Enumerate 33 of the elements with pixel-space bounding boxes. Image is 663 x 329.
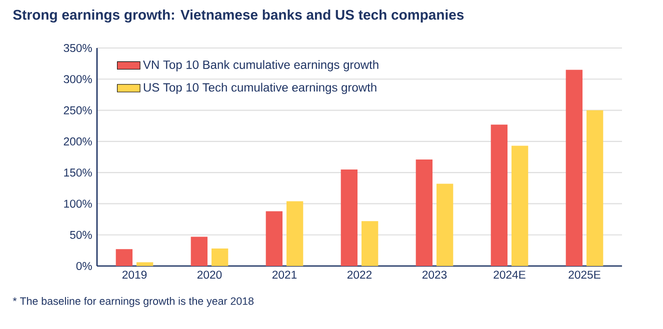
- legend-label: VN Top 10 Bank cumulative earnings growth: [143, 60, 378, 72]
- bar: [490, 124, 508, 266]
- legend-label: US Top 10 Tech cumulative earnings growth: [144, 82, 376, 94]
- bar: [286, 201, 304, 266]
- bar: [416, 159, 433, 266]
- bar: [362, 221, 378, 266]
- y-tick-label: 250%: [64, 106, 92, 114]
- bar: [136, 262, 154, 266]
- y-tick-label: 0%: [76, 262, 92, 270]
- x-tick-label: 2020: [197, 270, 222, 279]
- bar: [512, 146, 528, 266]
- x-tick-label: 2019: [122, 270, 147, 279]
- x-tick-label: 2023: [422, 270, 447, 279]
- x-tick-label: 2024E: [494, 270, 526, 279]
- bar: [566, 70, 583, 266]
- bar: [436, 184, 454, 266]
- y-tick-label: 350%: [64, 44, 92, 52]
- y-tick-label: 50%: [70, 230, 92, 239]
- chart-title: Strong earnings growth: Vietnamese banks and US tech companies: [13, 9, 464, 23]
- bar: [340, 169, 358, 266]
- x-tick-label: 2021: [272, 270, 297, 279]
- bar: [266, 211, 283, 266]
- bar: [586, 110, 604, 266]
- y-tick-label: 150%: [64, 168, 92, 177]
- x-tick-label: 2022: [347, 270, 372, 279]
- text: * The baseline for earnings growth is the year 2018: [12, 297, 254, 307]
- bar: [212, 248, 228, 266]
- x-tick-label: 2025E: [568, 270, 600, 279]
- y-tick-label: 300%: [64, 75, 92, 84]
- bar: [190, 236, 208, 266]
- bar: [116, 249, 133, 266]
- y-tick-label: 100%: [64, 200, 92, 208]
- y-tick-label: 200%: [64, 137, 92, 146]
